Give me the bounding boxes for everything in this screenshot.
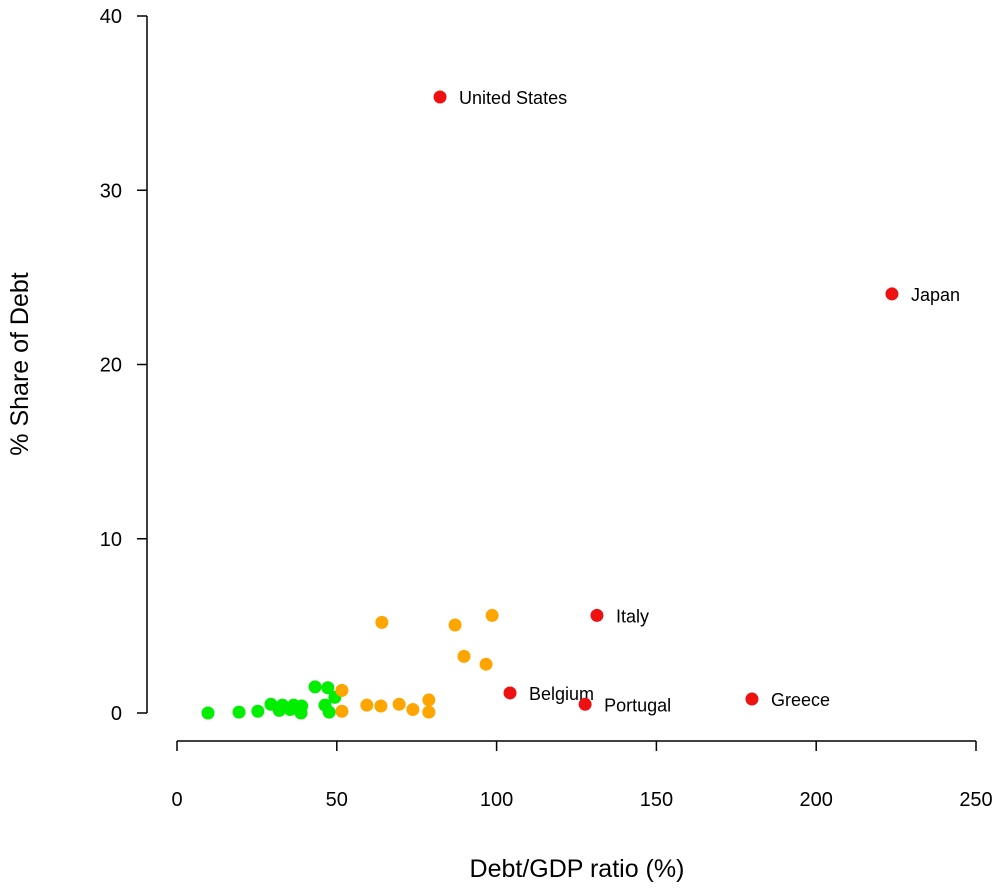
data-point	[232, 705, 246, 719]
data-point	[322, 705, 336, 719]
point-label: Belgium	[529, 684, 594, 704]
x-tick-label: 100	[480, 789, 513, 811]
x-tick-label: 200	[800, 789, 833, 811]
data-point	[590, 608, 604, 622]
data-point	[375, 615, 389, 629]
data-point	[360, 698, 374, 712]
data-point	[885, 287, 899, 301]
data-point	[479, 657, 493, 671]
point-label: United States	[459, 88, 567, 108]
data-points: United States Japan Italy Belgium Portugal Gr…	[201, 88, 960, 720]
x-axis-title: Debt/GDP ratio (%)	[470, 855, 685, 883]
y-tick-label: 20	[100, 355, 122, 377]
point-label: Portugal	[604, 695, 671, 715]
axes: 0 10 20 30 40 0 50 100 150 200 250	[100, 6, 993, 811]
data-point	[422, 693, 436, 707]
y-tick-label: 30	[100, 180, 122, 202]
x-tick-label: 50	[326, 789, 348, 811]
data-point	[308, 680, 322, 694]
data-point	[503, 686, 517, 700]
y-tick-label: 0	[111, 703, 122, 725]
point-label: Japan	[911, 285, 960, 305]
data-point	[335, 704, 349, 718]
data-point	[422, 705, 436, 719]
data-point	[392, 697, 406, 711]
data-point	[457, 649, 471, 663]
data-point	[251, 704, 265, 718]
data-point	[335, 683, 349, 697]
data-point	[406, 703, 420, 717]
data-point	[321, 681, 335, 695]
y-axis-title: % Share of Debt	[6, 272, 34, 455]
point-label: Greece	[771, 690, 830, 710]
x-tick-label: 250	[959, 789, 992, 811]
data-point	[433, 90, 447, 104]
x-tick-label: 150	[640, 789, 673, 811]
data-point	[201, 706, 215, 720]
y-tick-label: 10	[100, 529, 122, 551]
data-point	[295, 699, 309, 713]
y-tick-label: 40	[100, 6, 122, 28]
data-point	[745, 692, 759, 706]
data-point	[448, 618, 462, 632]
data-point	[578, 697, 592, 711]
data-point	[485, 608, 499, 622]
point-label: Italy	[616, 606, 649, 626]
data-point	[374, 699, 388, 713]
x-tick-label: 0	[171, 789, 182, 811]
